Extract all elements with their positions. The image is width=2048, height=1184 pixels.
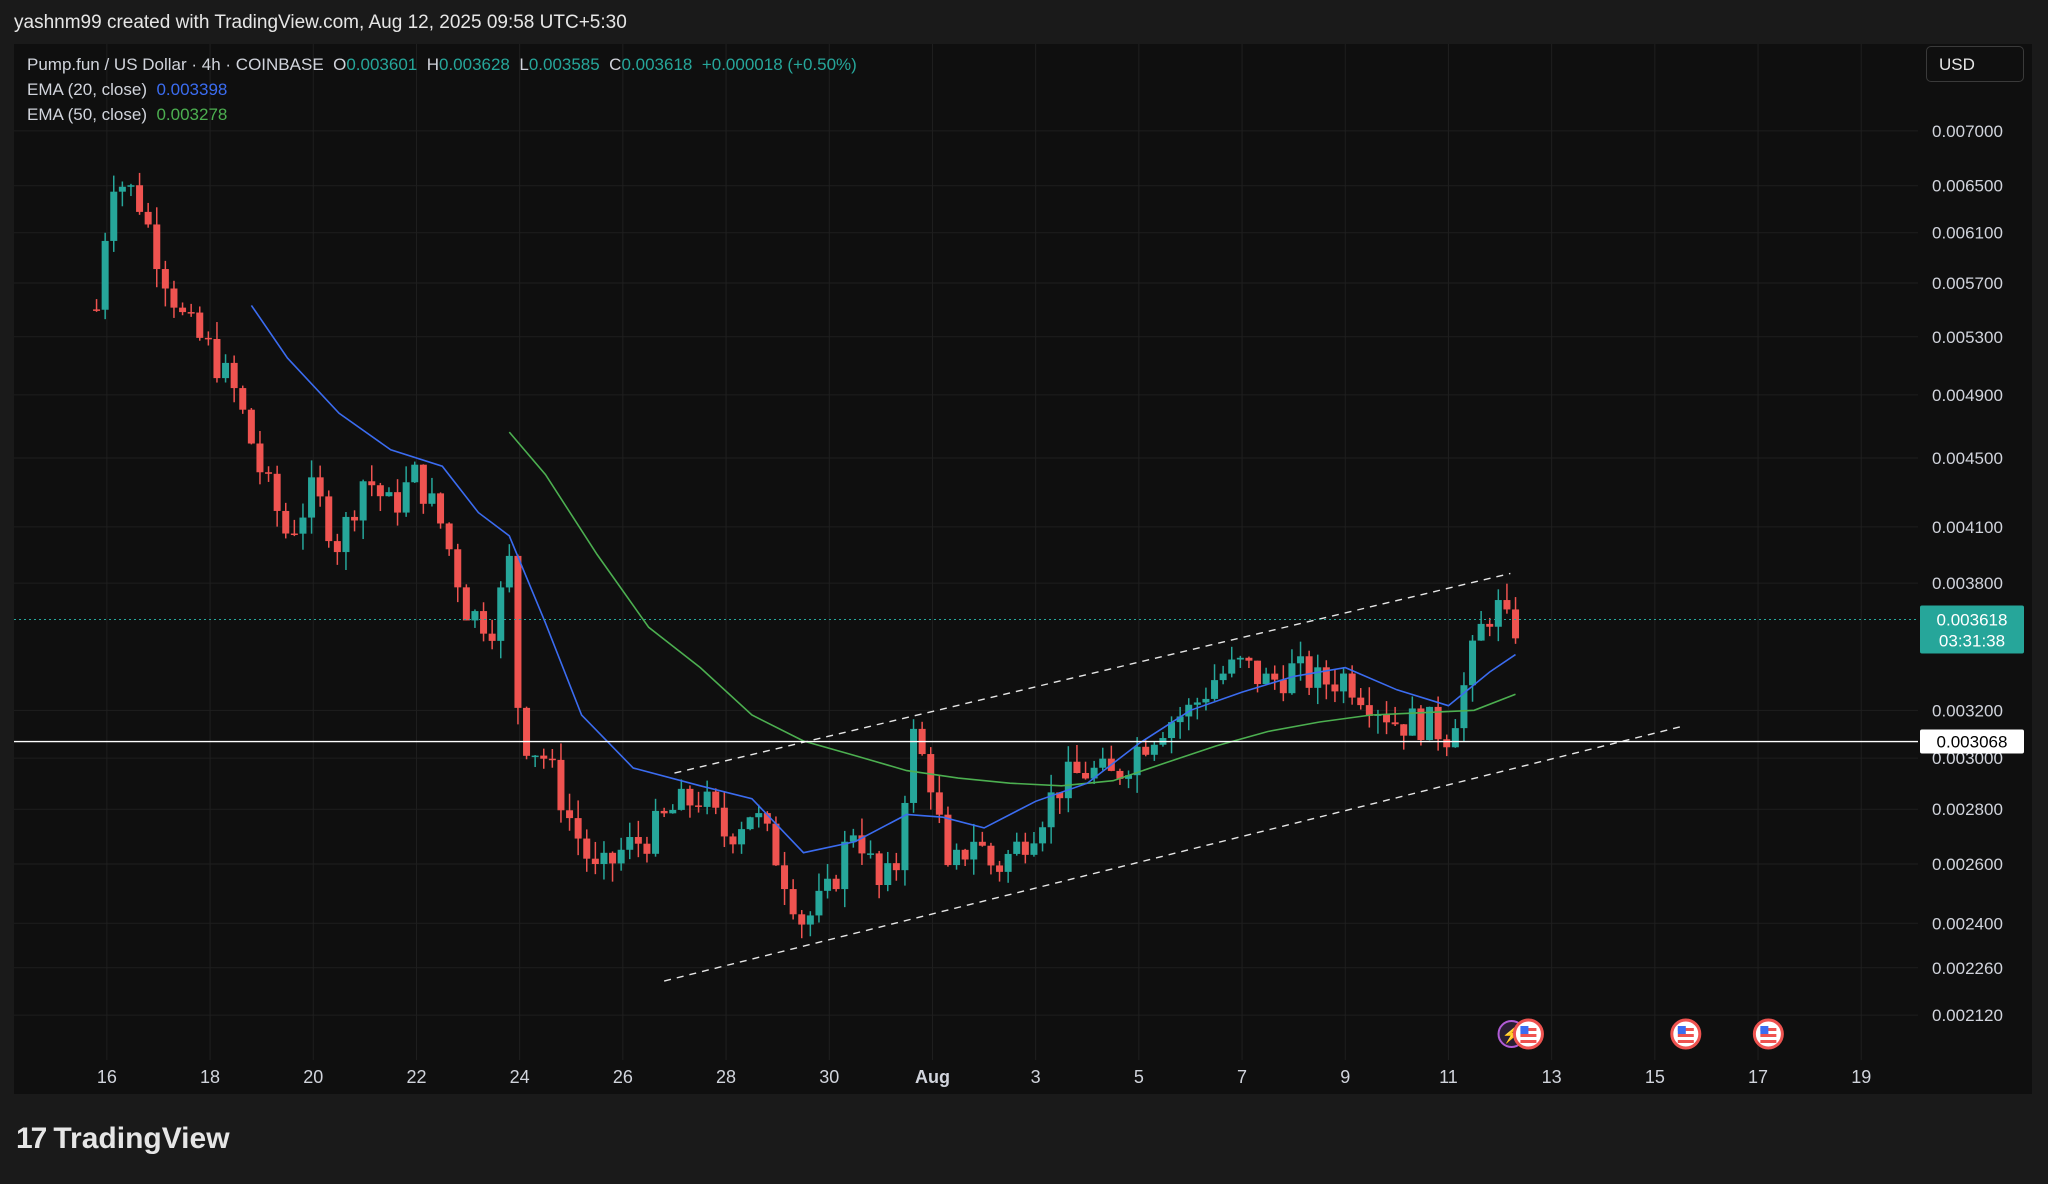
tradingview-logo[interactable]: 17 TradingView (16, 1122, 230, 1156)
currency-button[interactable]: USD (1926, 46, 2024, 82)
ema20-label: EMA (20, close) (27, 80, 147, 99)
change-value: +0.000018 (+0.50%) (701, 55, 857, 74)
close-value: 0.003618 (621, 55, 693, 74)
open-value: 0.003601 (346, 55, 418, 74)
top-bar: yashnm99 created with TradingView.com, A… (0, 0, 2048, 44)
close-label: C (609, 55, 622, 74)
low-label: L (519, 55, 529, 74)
credit-text: yashnm99 created with TradingView.com, A… (14, 12, 627, 33)
high-label: H (426, 55, 439, 74)
open-label: O (333, 55, 347, 74)
ohlc-row: Pump.fun / US Dollar · 4h · COINBASE O0.… (27, 52, 857, 77)
tradingview-logo-icon: 17 (16, 1122, 47, 1155)
high-value: 0.003628 (438, 55, 510, 74)
ema50-row[interactable]: EMA (50, close) 0.003278 (27, 102, 857, 127)
brand-name: TradingView (53, 1122, 230, 1155)
low-value: 0.003585 (528, 55, 600, 74)
ema20-value: 0.003398 (156, 80, 228, 99)
ema50-label: EMA (50, close) (27, 105, 147, 124)
ema50-value: 0.003278 (156, 105, 228, 124)
ema20-row[interactable]: EMA (20, close) 0.003398 (27, 77, 857, 102)
chart-legend: Pump.fun / US Dollar · 4h · COINBASE O0.… (27, 52, 857, 127)
symbol-label[interactable]: Pump.fun / US Dollar · 4h · COINBASE (27, 55, 324, 74)
chart-panel[interactable] (14, 44, 2032, 1094)
